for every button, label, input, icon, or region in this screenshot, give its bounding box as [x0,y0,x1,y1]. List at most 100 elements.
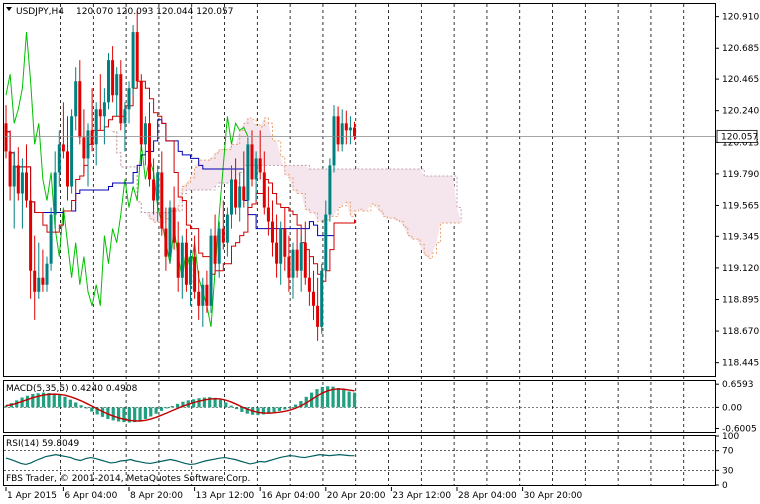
candle-body [266,207,270,222]
candle-body [324,214,328,271]
price-tick-label: 120.685 [722,44,759,54]
candle-body [131,32,135,89]
candle-body [340,123,344,145]
rsi-tick-label: 30 [722,466,734,476]
candle-body [254,158,258,180]
macd-bar [154,407,158,414]
candle-body [98,109,102,117]
macd-bar [25,395,30,408]
macd-bar [116,407,121,422]
price-tick-label: 120.015 [722,138,759,148]
time-tick-label: 30 Apr 20:00 [524,491,583,501]
candle-body [307,277,311,292]
candle-body [78,81,82,138]
candle-body [41,277,45,285]
candle-body [316,305,320,327]
macd-bar [299,401,303,408]
ichimoku-lines [5,32,355,327]
candle-body [127,88,131,110]
macd-bar [293,404,298,408]
candle-body [49,214,53,264]
candle-body [176,242,180,278]
senkou-span-a [112,117,462,259]
current-price-label: 120.057 [721,132,758,142]
macd-bar [331,386,335,408]
tenkan-sen [6,80,355,282]
candle-body [238,186,242,208]
macd-bar [122,407,126,423]
macd-bar [272,407,276,413]
candle-body [234,179,238,208]
candle-body [213,235,217,264]
macd-bar [326,386,330,408]
candle-body [225,214,229,243]
macd-bar [267,407,271,414]
candle-body [332,116,336,166]
macd-bar [202,397,206,408]
macd-bar [133,407,137,423]
candle-body [283,228,287,257]
candle-body [86,130,90,159]
symbol-label: USDJPY,H4 [16,7,64,17]
candle-body [66,151,69,187]
macd-bar [208,397,212,408]
candle-body [287,256,291,278]
senkou-span-b [112,131,462,222]
candle-body [328,165,332,215]
macd-bar [240,407,244,412]
candle-body [230,179,233,215]
candle-body [246,144,250,201]
macd-indicator: 0.6593 0.00 -0.6005 [4,380,757,435]
candle-body [193,256,197,292]
candle-body [107,60,110,103]
candle-body [164,228,168,257]
macd-bar [159,407,164,411]
macd-bar [256,407,260,416]
price-tick-label: 118.445 [722,359,759,369]
candle-body [160,172,164,229]
time-tick-label: 6 Apr 04:00 [64,491,117,501]
collapse-triangle-icon[interactable] [6,7,12,11]
candle-body [16,165,20,194]
macd-bar [283,407,287,410]
candle-body [139,81,143,145]
macd-pane-frame [3,380,716,433]
candle-body [135,32,139,82]
rsi-title: RSI(14) 59.8049 [6,439,79,449]
price-tick-label: 120.240 [722,107,759,117]
candle-body [143,123,147,145]
macd-bar [63,396,67,408]
rsi-tick-label: 70 [722,447,734,457]
candle-body [123,109,127,124]
candle-body [53,172,57,215]
candle-body [312,291,315,306]
macd-bar [315,389,319,408]
candle-body [148,123,151,180]
candle-body [94,109,98,145]
candle-body [184,242,188,285]
macd-bar [111,407,115,421]
candle-body [37,277,41,292]
rsi-tick-label: 0 [722,481,728,491]
candle-body [90,130,94,145]
time-axis: 1 Apr 2015 6 Apr 04:00 8 Apr 20:00 13 Apr 1… [5,487,583,501]
price-tick-label: 120.465 [722,75,759,85]
price-tick-label: 119.345 [722,232,759,242]
macd-bar [229,405,233,408]
ichimoku-cloud [112,117,462,259]
candle-body [279,228,283,264]
price-tick-label: 119.790 [722,170,759,180]
candle-body [201,284,205,306]
macd-bar [181,401,185,408]
candle-body [262,172,266,208]
candle-body [320,270,324,327]
candle-body [70,116,74,187]
candle-body [291,249,295,278]
macd-bar [320,386,324,408]
vertical-gridlines [60,4,685,485]
macd-bar [127,407,131,423]
macd-bar [149,407,153,417]
candle-body [209,235,213,306]
candle-body [61,144,65,152]
